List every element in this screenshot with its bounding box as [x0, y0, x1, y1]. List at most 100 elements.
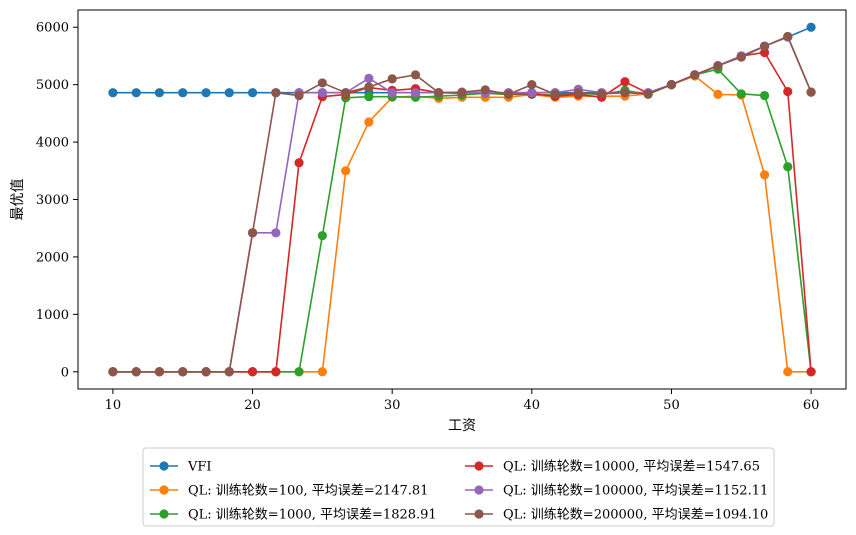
- series-1: [108, 71, 816, 377]
- data-point: [364, 92, 374, 102]
- x-tick-label: 10: [105, 398, 122, 413]
- legend-entry: QL: 训练轮数=100, 平均误差=2147.81: [150, 484, 428, 499]
- data-point: [620, 77, 630, 87]
- series-line: [112, 26, 812, 94]
- data-point: [759, 170, 770, 180]
- plot-area: [77, 9, 847, 390]
- data-point: [806, 22, 816, 32]
- data-point: [620, 88, 630, 98]
- data-point: [271, 228, 281, 238]
- legend: VFI QL: 训练轮数=100, 平均误差=2147.81 QL: 训练轮数=10…: [142, 447, 775, 527]
- series-0: [108, 22, 816, 98]
- data-point: [224, 88, 234, 98]
- data-point: [364, 82, 374, 92]
- legend-entry: VFI: [150, 460, 212, 475]
- data-point: [434, 88, 444, 98]
- data-point: [573, 88, 583, 98]
- data-point: [108, 88, 118, 98]
- x-tick-label: 60: [803, 398, 820, 413]
- series-line: [112, 75, 812, 373]
- data-point: [503, 89, 514, 100]
- data-point: [387, 88, 397, 98]
- data-point: [247, 367, 258, 377]
- y-tick-label: 1000: [36, 308, 69, 323]
- data-point: [317, 78, 327, 88]
- legend-entry: QL: 训练轮数=10000, 平均误差=1547.65: [465, 460, 760, 475]
- x-tick-label: 20: [244, 398, 261, 413]
- legend-marker: [159, 485, 169, 495]
- series-line: [112, 68, 812, 373]
- data-point: [154, 88, 165, 98]
- series-2: [108, 64, 816, 377]
- y-axis-label: 最优值: [10, 179, 26, 221]
- data-point: [527, 80, 537, 90]
- legend-label: QL: 训练轮数=10000, 平均误差=1547.65: [503, 460, 760, 475]
- data-point: [527, 88, 537, 98]
- data-point: [341, 88, 351, 98]
- data-point: [178, 367, 188, 377]
- data-point: [457, 87, 467, 97]
- legend-marker: [159, 509, 169, 519]
- data-point: [783, 367, 793, 377]
- data-point: [713, 89, 723, 100]
- legend-marker: [474, 509, 484, 519]
- data-point: [294, 90, 304, 101]
- series-4: [108, 32, 816, 377]
- legend-label: QL: 训练轮数=100000, 平均误差=1152.11: [503, 484, 768, 499]
- data-point: [247, 228, 258, 238]
- data-point: [317, 367, 327, 377]
- legend-label: QL: 训练轮数=200000, 平均误差=1094.10: [503, 508, 768, 523]
- data-point: [806, 87, 816, 97]
- data-point: [736, 89, 746, 99]
- data-point: [247, 88, 258, 98]
- data-point: [294, 367, 304, 377]
- data-point: [783, 86, 793, 97]
- data-point: [224, 367, 234, 377]
- legend-box: [142, 447, 775, 527]
- data-point: [597, 89, 607, 99]
- y-tick-label: 6000: [36, 21, 69, 36]
- series-5: [108, 31, 816, 377]
- data-point: [643, 89, 653, 99]
- data-point: [364, 117, 374, 127]
- data-point: [131, 367, 141, 377]
- data-point: [294, 158, 304, 168]
- data-point: [759, 47, 770, 58]
- data-point: [480, 85, 490, 95]
- data-point: [806, 367, 816, 377]
- legend-entry: QL: 训练轮数=1000, 平均误差=1828.91: [150, 508, 437, 523]
- data-point: [364, 73, 374, 83]
- data-point: [410, 88, 421, 98]
- x-tick-label: 40: [524, 398, 541, 413]
- data-point: [783, 162, 793, 172]
- data-point: [108, 367, 118, 377]
- data-point: [271, 367, 281, 377]
- y-tick-label: 4000: [36, 136, 69, 151]
- series-line: [112, 36, 812, 373]
- y-tick-label: 2000: [36, 250, 69, 265]
- legend-entry: QL: 训练轮数=200000, 平均误差=1094.10: [465, 508, 768, 523]
- series-line: [112, 35, 812, 373]
- legend-label: VFI: [187, 460, 212, 475]
- legend-marker: [159, 461, 169, 471]
- x-tick-label: 30: [384, 398, 401, 413]
- x-axis-label: 工资: [448, 418, 476, 434]
- data-point: [341, 166, 351, 176]
- data-point: [783, 31, 793, 42]
- data-point: [201, 88, 211, 98]
- data-point: [178, 88, 188, 98]
- y-axis: 0 1000 2000 3000 4000 5000 6000: [36, 21, 78, 380]
- data-point: [666, 80, 677, 90]
- series-layer: [108, 22, 816, 377]
- x-tick-label: 50: [663, 398, 680, 413]
- legend-entry: QL: 训练轮数=100000, 平均误差=1152.11: [465, 484, 768, 499]
- data-point: [317, 231, 327, 241]
- data-point: [201, 367, 211, 377]
- data-point: [317, 88, 327, 98]
- data-point: [736, 52, 746, 62]
- y-tick-label: 3000: [36, 193, 69, 208]
- y-tick-label: 5000: [36, 78, 69, 93]
- data-point: [759, 41, 770, 51]
- data-point: [690, 70, 700, 80]
